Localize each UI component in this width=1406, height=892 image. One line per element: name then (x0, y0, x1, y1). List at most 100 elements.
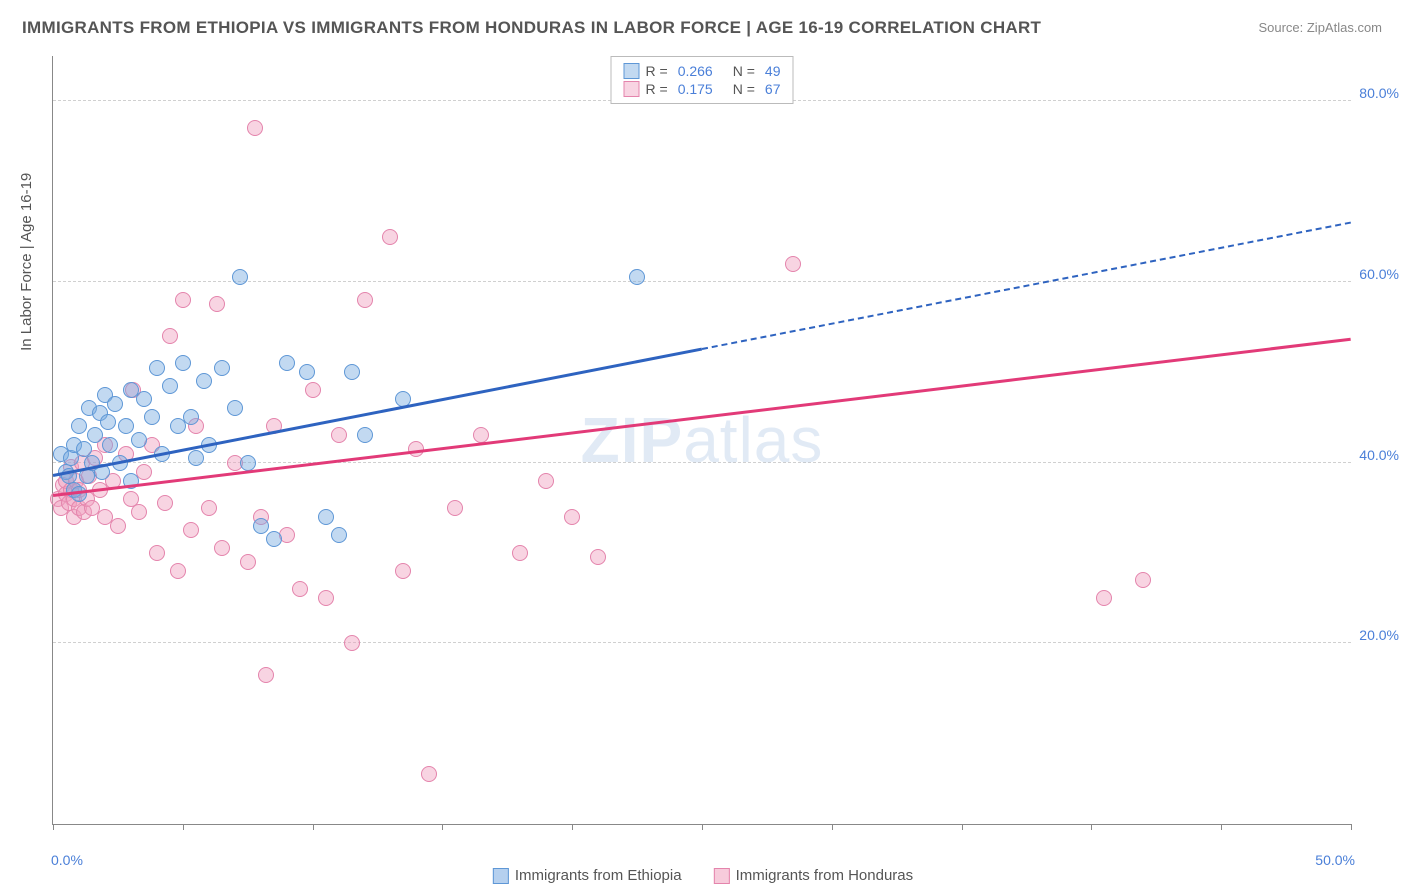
trend-line (53, 338, 1351, 497)
scatter-point (1096, 590, 1112, 606)
legend-r-value: 0.266 (678, 63, 713, 79)
scatter-point (227, 400, 243, 416)
scatter-point (357, 292, 373, 308)
y-axis-label: In Labor Force | Age 16-19 (18, 173, 35, 351)
scatter-point (382, 229, 398, 245)
scatter-point (785, 256, 801, 272)
x-tick (572, 824, 573, 830)
scatter-point (131, 504, 147, 520)
x-tick (1221, 824, 1222, 830)
scatter-point (1135, 572, 1151, 588)
x-tick (702, 824, 703, 830)
scatter-point (162, 328, 178, 344)
x-tick (962, 824, 963, 830)
scatter-point (214, 360, 230, 376)
trend-line-dashed (702, 221, 1351, 349)
x-tick (832, 824, 833, 830)
legend-item: Immigrants from Ethiopia (493, 867, 682, 884)
scatter-point (279, 355, 295, 371)
legend-swatch (624, 63, 640, 79)
scatter-point (292, 581, 308, 597)
scatter-point (149, 360, 165, 376)
scatter-point (344, 364, 360, 380)
legend-n-value: 49 (765, 63, 781, 79)
scatter-point (305, 382, 321, 398)
scatter-point (175, 292, 191, 308)
legend-row: R = 0.175 N = 67 (624, 81, 781, 97)
scatter-point (110, 518, 126, 534)
scatter-point (538, 473, 554, 489)
x-tick (1351, 824, 1352, 830)
scatter-point (247, 120, 263, 136)
scatter-point (209, 296, 225, 312)
scatter-point (183, 409, 199, 425)
scatter-point (447, 500, 463, 516)
scatter-point (162, 378, 178, 394)
gridline (53, 281, 1351, 282)
scatter-point (100, 414, 116, 430)
scatter-point (196, 373, 212, 389)
scatter-point (175, 355, 191, 371)
scatter-point (331, 427, 347, 443)
scatter-point (512, 545, 528, 561)
scatter-point (149, 545, 165, 561)
scatter-point (232, 269, 248, 285)
scatter-point (240, 554, 256, 570)
scatter-point (183, 522, 199, 538)
legend-n-label: N = (733, 63, 755, 79)
scatter-point (170, 563, 186, 579)
scatter-point (118, 418, 134, 434)
scatter-point (318, 590, 334, 606)
watermark: ZIPatlas (581, 403, 824, 477)
scatter-point (421, 766, 437, 782)
scatter-point (240, 455, 256, 471)
legend-r-label: R = (646, 63, 668, 79)
scatter-point (214, 540, 230, 556)
scatter-point (331, 527, 347, 543)
legend-bottom: Immigrants from Ethiopia Immigrants from … (493, 867, 913, 884)
y-tick-label: 20.0% (1359, 627, 1399, 643)
legend-item: Immigrants from Honduras (714, 867, 914, 884)
legend-row: R = 0.266 N = 49 (624, 63, 781, 79)
scatter-point (357, 427, 373, 443)
scatter-point (144, 409, 160, 425)
legend-correlation: R = 0.266 N = 49 R = 0.175 N = 67 (611, 56, 794, 104)
scatter-point (71, 486, 87, 502)
x-tick-label: 50.0% (1315, 852, 1355, 868)
x-tick (442, 824, 443, 830)
scatter-point (188, 450, 204, 466)
chart-title: IMMIGRANTS FROM ETHIOPIA VS IMMIGRANTS F… (22, 18, 1041, 38)
x-tick (1091, 824, 1092, 830)
legend-swatch (714, 868, 730, 884)
scatter-point (258, 667, 274, 683)
x-tick (183, 824, 184, 830)
legend-label: Immigrants from Honduras (736, 867, 914, 884)
scatter-point (590, 549, 606, 565)
legend-swatch (624, 81, 640, 97)
x-tick (53, 824, 54, 830)
scatter-point (102, 437, 118, 453)
legend-n-value: 67 (765, 81, 781, 97)
chart-area: 20.0%40.0%60.0%80.0%0.0%50.0%ZIPatlasR =… (52, 56, 1351, 825)
scatter-point (266, 531, 282, 547)
x-tick (313, 824, 314, 830)
scatter-point (201, 500, 217, 516)
scatter-point (629, 269, 645, 285)
scatter-point (107, 396, 123, 412)
scatter-point (253, 518, 269, 534)
y-tick-label: 40.0% (1359, 447, 1399, 463)
scatter-point (87, 427, 103, 443)
source-label: Source: ZipAtlas.com (1258, 20, 1382, 35)
x-tick-label: 0.0% (51, 852, 83, 868)
scatter-point (157, 495, 173, 511)
scatter-point (564, 509, 580, 525)
legend-r-label: R = (646, 81, 668, 97)
scatter-point (131, 432, 147, 448)
legend-swatch (493, 868, 509, 884)
y-tick-label: 60.0% (1359, 266, 1399, 282)
legend-label: Immigrants from Ethiopia (515, 867, 682, 884)
gridline (53, 642, 1351, 643)
scatter-point (71, 418, 87, 434)
legend-n-label: N = (733, 81, 755, 97)
legend-r-value: 0.175 (678, 81, 713, 97)
